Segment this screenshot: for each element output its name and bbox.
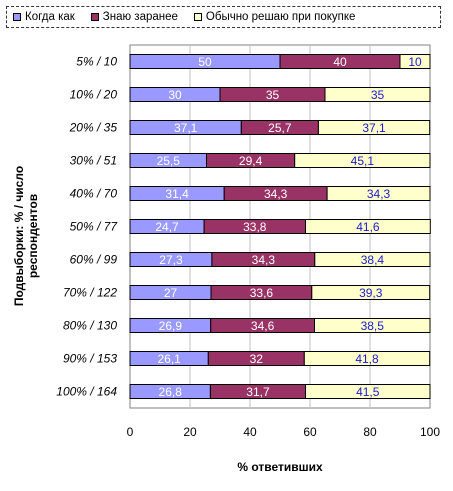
legend-swatch-kogda-kak [13,13,21,21]
x-tick-label: 0 [127,425,134,439]
data-label: 33,8 [243,220,267,234]
legend-label-obychno: Обычно решаю при покупке [205,11,356,23]
legend-item-kogda-kak: Когда как [13,11,75,23]
data-label: 45,1 [351,154,375,168]
data-label: 35 [371,88,385,102]
bar-segment [317,120,431,135]
y-tick-label: 80% / 130 [63,319,117,333]
bar-segment [314,318,431,333]
data-label: 35 [266,88,280,102]
data-label: 34,3 [264,187,288,201]
data-label: 38,5 [361,319,385,333]
bar-segment [294,153,431,168]
x-axis-label: % ответивших [237,460,323,474]
y-tick-label: 50% / 77 [70,220,119,234]
data-label: 25,5 [157,154,181,168]
x-tick-label: 100 [420,425,440,439]
y-tick-label: 10% / 20 [70,88,118,102]
bar-segment [326,186,431,201]
data-label: 41,5 [356,385,380,399]
data-label: 50 [198,55,212,69]
x-tick-label: 60 [303,425,317,439]
x-tick-label: 40 [243,425,257,439]
data-label: 27 [164,286,178,300]
y-tick-label: 100% / 164 [56,385,117,399]
data-label: 37,1 [362,121,386,135]
data-label: 31,7 [246,385,270,399]
data-label: 33,6 [250,286,274,300]
bar-segment [324,87,431,102]
bar-segment [303,351,431,366]
legend-label-znayu-zaranee: Знаю заранее [102,11,178,23]
legend: Когда как Знаю заранее Обычно решаю при … [6,6,441,28]
y-tick-label: 30% / 51 [70,154,117,168]
data-label: 41,6 [356,220,380,234]
legend-label-kogda-kak: Когда как [25,11,75,23]
legend-swatch-obychno [193,13,202,21]
data-label: 31,4 [165,187,189,201]
legend-item-znayu-zaranee: Знаю заранее [90,11,178,23]
y-tick-label: 20% / 35 [69,121,118,135]
x-tick-label: 20 [183,425,197,439]
data-label: 34,6 [251,319,275,333]
data-label: 39,3 [359,286,383,300]
bar-segment [311,285,431,300]
data-label: 32 [250,352,264,366]
y-tick-label: 90% / 153 [63,352,117,366]
y-tick-label: 5% / 10 [76,55,117,69]
data-label: 27,3 [159,253,183,267]
y-tick-label: 70% / 122 [63,286,117,300]
data-label: 26,9 [159,319,183,333]
data-label: 34,3 [367,187,391,201]
legend-item-obychno: Обычно решаю при покупке [193,11,356,23]
data-label: 41,8 [355,352,379,366]
y-axis-label: Подвыборки: % / число респондентов [12,165,40,307]
data-label: 38,4 [361,253,385,267]
data-label: 34,3 [252,253,276,267]
bar-segment [314,252,431,267]
data-label: 30 [168,88,182,102]
y-tick-label: 40% / 70 [70,187,118,201]
legend-swatch-znayu-zaranee [90,13,99,21]
bar-segment [305,384,431,399]
data-label: 10 [408,55,422,69]
bar-segment [399,54,431,69]
data-label: 24,7 [155,220,179,234]
bar-segment [305,219,431,234]
data-label: 37,1 [174,121,198,135]
data-label: 26,1 [157,352,181,366]
x-tick-label: 80 [363,425,377,439]
data-label: 26,8 [159,385,183,399]
data-label: 40 [333,55,347,69]
data-label: 25,7 [268,121,292,135]
data-label: 29,4 [239,154,263,168]
y-tick-label: 60% / 99 [70,253,118,267]
